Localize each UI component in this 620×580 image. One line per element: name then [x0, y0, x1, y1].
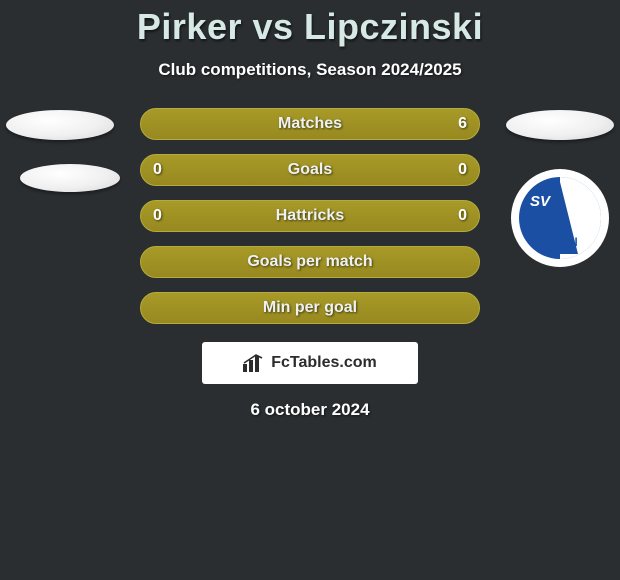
player-left-photo-placeholder: [6, 110, 114, 140]
stat-right-value: 0: [458, 207, 467, 225]
logo-text-sv: SV: [530, 193, 552, 210]
stat-right-value: 0: [458, 161, 467, 179]
brand-box: FcTables.com: [202, 342, 418, 384]
stat-label: Min per goal: [263, 299, 357, 317]
logo-text-horn: HORN: [542, 235, 577, 249]
player-right-photo-placeholder: [506, 110, 614, 140]
subtitle: Club competitions, Season 2024/2025: [0, 60, 620, 80]
comparison-stage: SV HORN Matches 6 0 Goals 0 0 Hattricks …: [0, 108, 620, 420]
stat-label: Goals per match: [247, 253, 372, 271]
stat-row-goals-per-match: Goals per match: [140, 246, 480, 278]
stat-left-value: 0: [153, 207, 162, 225]
footer-date: 6 october 2024: [0, 400, 620, 420]
stat-row-matches: Matches 6: [140, 108, 480, 140]
stat-label: Goals: [288, 161, 332, 179]
stat-right-value: 6: [458, 115, 467, 133]
stat-label: Hattricks: [276, 207, 344, 225]
sv-horn-logo: SV HORN: [510, 168, 610, 268]
club-left-logo-placeholder: [20, 164, 120, 192]
brand-text: FcTables.com: [271, 354, 377, 372]
stat-row-goals: 0 Goals 0: [140, 154, 480, 186]
stat-label: Matches: [278, 115, 342, 133]
bar-chart-icon: [243, 354, 265, 372]
page-title: Pirker vs Lipczinski: [0, 6, 620, 48]
stat-row-hattricks: 0 Hattricks 0: [140, 200, 480, 232]
stat-left-value: 0: [153, 161, 162, 179]
stat-row-min-per-goal: Min per goal: [140, 292, 480, 324]
